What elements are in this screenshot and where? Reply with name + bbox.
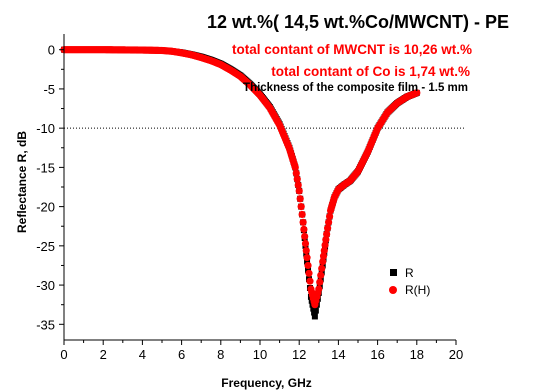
axes-layer: 0 2 4 6 8 10 12 14 16 18 20 0 -5 -10 -15 -20 -25 -30 -35: [36, 34, 463, 362]
series-rh-point: [319, 252, 328, 260]
series-rh-point: [322, 235, 330, 244]
x-tick-label: 6: [178, 347, 185, 362]
series-rh-point: [320, 246, 328, 255]
series-rh-point: [301, 239, 310, 248]
chart-title: 12 wt.%( 14,5 wt.%Co/MWCNT) - PE: [207, 12, 510, 32]
series-rh-point: [297, 203, 305, 211]
series-r-point: [311, 313, 318, 320]
legend-label-r: R: [405, 265, 414, 280]
series-rh-point: [298, 210, 306, 219]
x-tick-label: 10: [253, 347, 267, 362]
legend-circle-marker: [389, 285, 397, 294]
legend-item-rh: R(H): [384, 281, 444, 298]
series-rh-point: [300, 225, 308, 233]
x-tick-label: 8: [217, 347, 224, 362]
annotation-mwcnt: total contant of MWCNT is 10,26 wt.%: [231, 42, 472, 57]
x-tick-label: 2: [100, 347, 107, 362]
series-rh-point: [413, 89, 421, 97]
series-rh-point: [323, 230, 331, 238]
series-rh-point: [293, 175, 301, 183]
legend-square-marker: [390, 269, 397, 276]
series-rh-point: [319, 257, 327, 266]
x-tick-label: 18: [410, 347, 424, 362]
annotation-co: total contant of Co is 1,74 wt.%: [271, 64, 470, 79]
series-rh-point: [321, 241, 329, 249]
series-rh-point: [302, 246, 310, 255]
x-axis-label: Frequency, GHz: [221, 376, 312, 390]
series-rh-point: [325, 218, 333, 226]
x-tick-label: 14: [331, 347, 345, 362]
legend-item-r: R: [384, 264, 444, 281]
series-rh-point: [299, 218, 307, 226]
y-tick-label: -5: [43, 82, 55, 97]
series-r-point: [304, 258, 311, 265]
series-rh-point: [296, 195, 304, 203]
series-rh-point: [292, 169, 300, 177]
series-rh-point: [315, 285, 323, 293]
series-rh-point: [304, 261, 312, 270]
series-rh-point: [318, 264, 326, 273]
annotation-thickness: Thickness of the composite film - 1.5 mm: [243, 82, 468, 94]
series-rh-point: [324, 224, 332, 232]
legend: R R(H): [384, 264, 444, 298]
x-tick-label: 0: [60, 347, 67, 362]
x-tick-label: 12: [292, 347, 306, 362]
y-axis-label: Reflectance R, dB: [15, 130, 29, 234]
series-rh-point: [303, 254, 311, 262]
y-tick-label: -15: [36, 160, 55, 175]
x-tick-label: 16: [370, 347, 384, 362]
series-rh-point: [305, 269, 313, 277]
series-rh-point: [301, 232, 309, 241]
series-rh-point: [325, 212, 334, 221]
y-tick-label: -10: [36, 121, 55, 136]
series-r-point: [312, 307, 319, 314]
y-tick-label: -35: [36, 317, 55, 332]
series-rh-point: [295, 187, 303, 195]
series-rh-point: [294, 181, 302, 189]
y-tick-label: -20: [36, 200, 55, 215]
y-tick-label: 0: [48, 43, 55, 58]
x-tick-label: 4: [139, 347, 146, 362]
y-tick-label: -30: [36, 278, 55, 293]
legend-label-rh: R(H): [405, 282, 431, 297]
series-rh-point: [306, 277, 314, 285]
series-rh-point: [317, 271, 325, 279]
y-tick-label: -25: [36, 239, 55, 254]
series-rh-point: [316, 278, 324, 286]
x-tick-label: 20: [449, 347, 463, 362]
series-rh-point: [291, 163, 299, 171]
series-layer: [60, 46, 421, 320]
